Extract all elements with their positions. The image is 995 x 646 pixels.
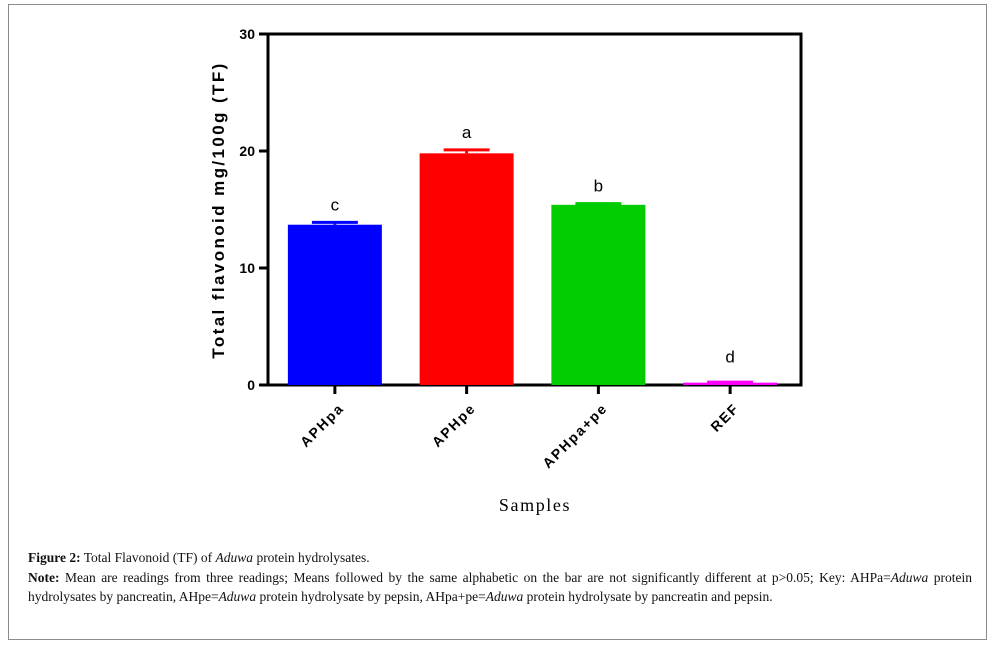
note-label: Note: [28, 569, 60, 585]
significance-letter: b [594, 177, 603, 196]
caption-title: Figure 2: Total Flavonoid (TF) of Aduwa … [28, 550, 370, 565]
x-tick-label: APHpa+pe [539, 400, 610, 471]
bar-aphpe [419, 153, 514, 385]
x-axis-title: Samples [499, 495, 571, 515]
significance-letter: a [462, 123, 472, 142]
figure-caption: Figure 2: Total Flavonoid (TF) of Aduwa … [28, 548, 972, 607]
bar-chart: 0 10 20 30 c APHpa a APHpe b APHpa+pe d REF Total f… [209, 26, 803, 515]
y-tick-label: 30 [239, 26, 255, 42]
bar-ref [683, 382, 778, 385]
bar-aphpa [287, 224, 382, 385]
x-tick-label: APHpa [297, 400, 347, 450]
y-axis-title: Total flavonoid mg/100g (TF) [209, 61, 228, 358]
plot-axes [259, 32, 803, 394]
significance-letter: d [725, 348, 734, 367]
x-tick-label: REF [707, 400, 742, 435]
bar-aphpa-pe [551, 204, 646, 385]
y-tick-label: 0 [247, 377, 255, 393]
figure-label: Figure 2: [28, 550, 81, 565]
x-tick-label: APHpe [429, 400, 479, 450]
caption-note: Note: Mean are readings from three readi… [28, 569, 972, 605]
y-tick-label: 20 [239, 143, 255, 159]
plot-bars [287, 148, 778, 385]
significance-letter: c [331, 195, 340, 214]
plot-frame [266, 32, 803, 387]
y-tick-label: 10 [239, 260, 255, 276]
